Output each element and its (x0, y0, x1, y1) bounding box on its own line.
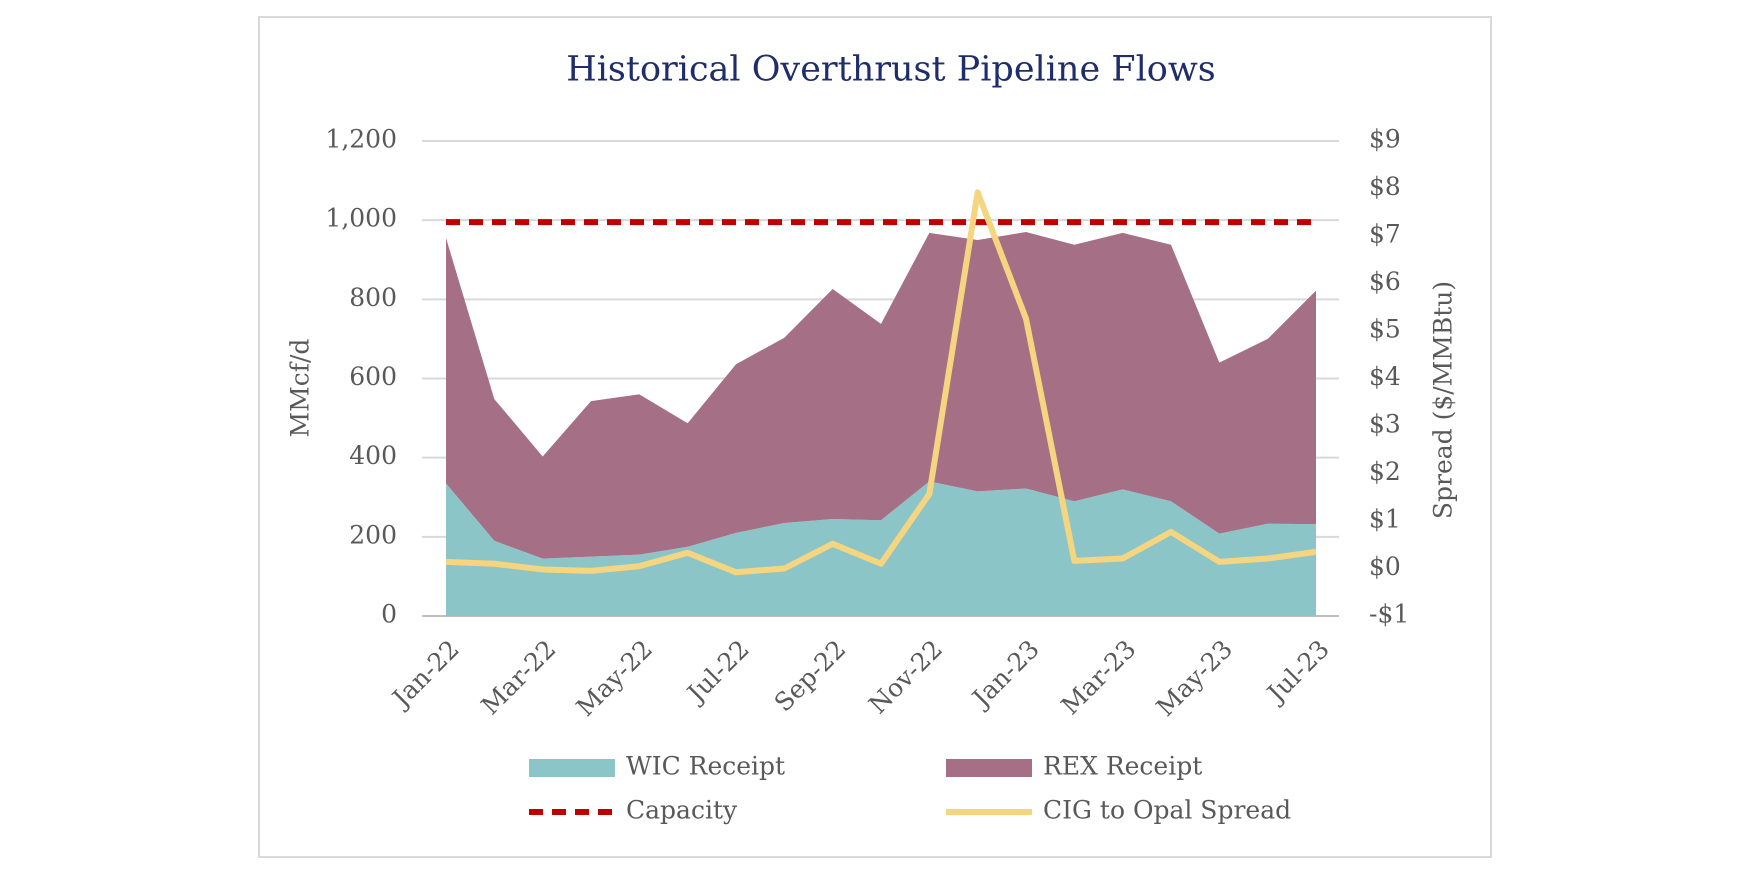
y-tick-label: 1,000 (325, 204, 397, 233)
y-axis-title: MMcf/d (286, 339, 315, 438)
y2-tick-label: $5 (1369, 315, 1401, 344)
y2-tick-label: $2 (1369, 457, 1401, 486)
y2-tick-label: $0 (1369, 552, 1401, 581)
y2-tick-label: $9 (1369, 125, 1401, 154)
legend-label: WIC Receipt (626, 752, 785, 781)
y-tick-label: 400 (349, 441, 397, 470)
y2-tick-label: -$1 (1369, 600, 1409, 629)
area (446, 232, 1316, 559)
y-tick-label: 600 (349, 362, 397, 391)
chart-title: Historical Overthrust Pipeline Flows (566, 50, 1216, 90)
legend-label: REX Receipt (1043, 752, 1202, 781)
legend-label: CIG to Opal Spread (1043, 796, 1291, 825)
y2-tick-label: $1 (1369, 505, 1401, 534)
y2-axis-title: Spread ($/MMBtu) (1429, 281, 1458, 519)
y2-tick-label: $8 (1369, 172, 1401, 201)
y-tick-label: 200 (349, 520, 397, 549)
y-tick-label: 1,200 (325, 125, 397, 154)
y2-tick-label: $3 (1369, 410, 1401, 439)
line (445, 189, 1317, 576)
y-tick-label: 800 (349, 283, 397, 312)
legend-swatch (529, 759, 615, 777)
y-tick-label: 0 (381, 600, 397, 629)
legend-label: Capacity (626, 796, 738, 825)
area (446, 481, 1316, 616)
y2-tick-label: $4 (1369, 362, 1401, 391)
legend-swatch (946, 759, 1032, 777)
y2-tick-label: $6 (1369, 267, 1401, 296)
y2-tick-label: $7 (1369, 220, 1401, 249)
